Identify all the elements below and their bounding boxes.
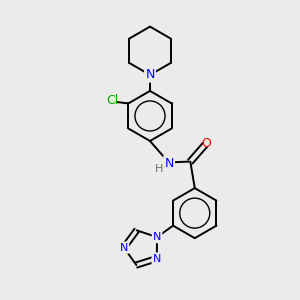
Text: Cl: Cl (106, 94, 118, 107)
Text: N: N (120, 243, 128, 253)
Text: O: O (202, 137, 212, 150)
Text: N: N (164, 157, 174, 169)
Text: N: N (145, 68, 155, 81)
Text: N: N (153, 232, 161, 242)
Text: H: H (154, 164, 163, 174)
Text: N: N (153, 254, 161, 264)
